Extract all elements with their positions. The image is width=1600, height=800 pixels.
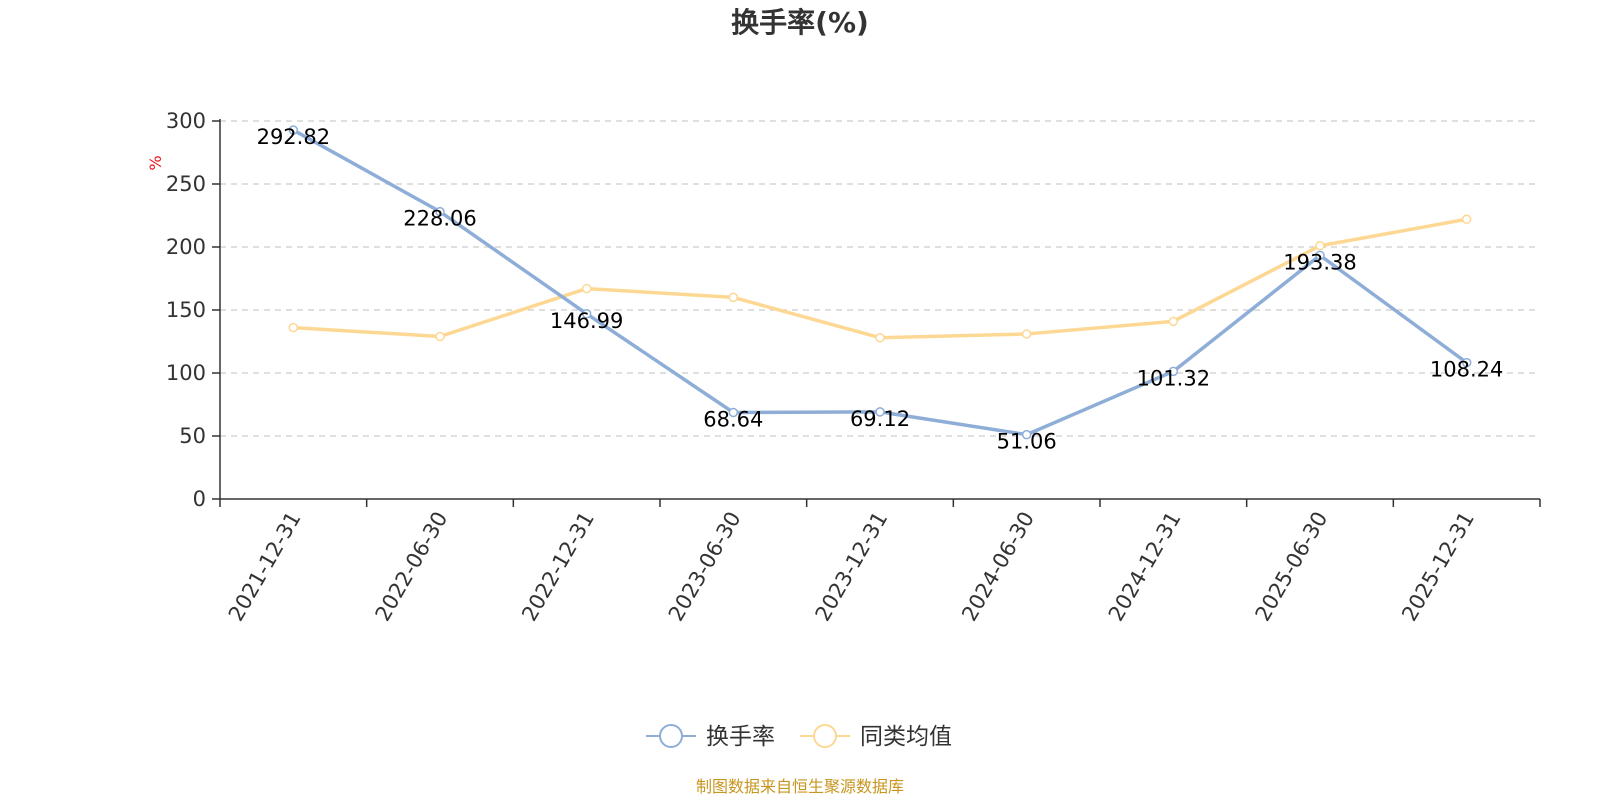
legend-label: 换手率 [706,724,775,750]
data-point [581,283,592,294]
y-tick-label: 200 [166,235,206,259]
legend-item[interactable]: 换手率 [646,724,775,750]
data-label: 228.06 [403,207,476,231]
x-tick-label: 2025-06-30 [1251,508,1333,626]
data-point [1315,240,1325,251]
data-point [875,407,885,417]
x-tick-label: 2024-06-30 [957,508,1039,626]
data-label: 101.32 [1137,366,1210,390]
y-tick-label: 100 [166,361,206,385]
data-point [1021,429,1032,440]
legend-label: 同类均值 [860,724,952,750]
data-point [435,206,445,217]
legend-marker-icon [813,724,837,748]
x-tick-label: 2022-12-31 [517,508,599,626]
data-point [1315,250,1325,261]
x-tick-label: 2024-12-31 [1104,508,1186,626]
series-line [292,128,1468,437]
data-label: 146.99 [550,309,623,333]
legend[interactable]: 换手率 同类均值 [646,724,952,750]
data-point [288,125,299,135]
x-tick-label: 2023-12-31 [811,508,893,626]
y-tick-label: 150 [166,298,206,322]
data-label: 68.64 [703,408,763,432]
x-tick-label: 2021-12-31 [224,508,306,626]
series-layer [288,125,1472,440]
source-note: 制图数据来自恒生聚源数据库 [696,777,904,796]
data-point [581,309,592,319]
y-axis-label: % [146,155,165,170]
y-tick-label: 50 [179,424,206,448]
data-point [288,322,299,333]
data-point [1461,214,1472,225]
data-labels: 292.82 228.06 146.99 68.64 69.12 51.06 101.32 1… [257,125,1504,454]
data-point [1168,366,1179,377]
series-同类均值 [288,214,1472,343]
x-tick-label: 2023-06-30 [664,508,746,626]
data-point [1461,357,1472,368]
gridlines [220,120,1540,437]
y-tick-label: 300 [166,109,206,133]
data-point [728,292,739,303]
data-point [728,407,739,418]
y-tick-label: 0 [193,487,206,511]
data-point [875,332,885,343]
data-point [435,331,445,342]
data-label: 292.82 [257,125,330,149]
data-label: 108.24 [1430,358,1503,382]
y-tick-label: 250 [166,172,206,196]
axes: 0 50 100 150 200 250 300 2021-12-31 2022-06-30 20… [166,109,1541,626]
chart-title: 换手率(%) [731,6,869,39]
data-label: 69.12 [850,407,910,431]
legend-item[interactable]: 同类均值 [800,724,952,750]
x-tick-label: 2025-12-31 [1397,508,1479,626]
data-label: 193.38 [1283,250,1356,274]
series-换手率 [288,125,1472,440]
data-label: 51.06 [997,430,1057,454]
legend-marker-icon [659,724,683,748]
data-point [1168,316,1179,327]
x-tick-label: 2022-06-30 [371,508,453,626]
data-point [1021,329,1032,339]
